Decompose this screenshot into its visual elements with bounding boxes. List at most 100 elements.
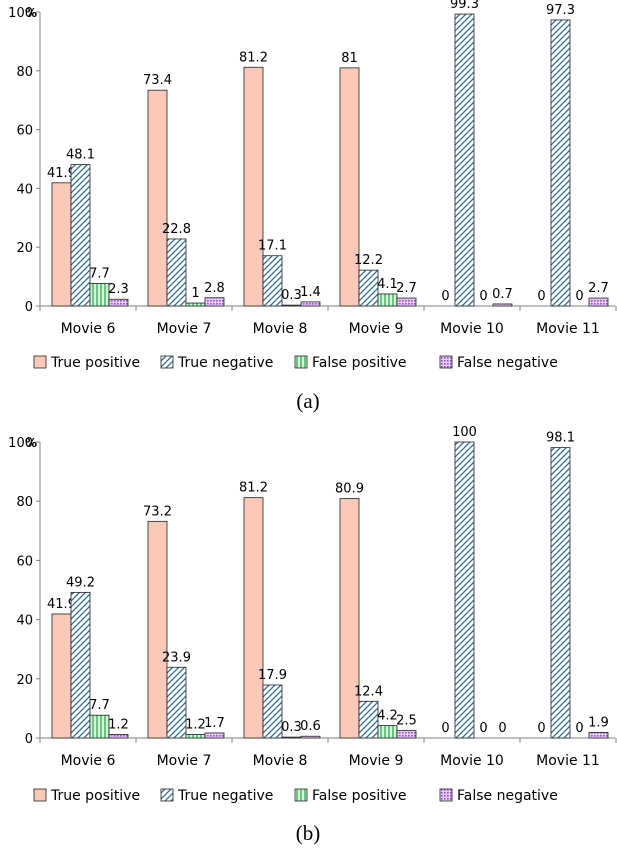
data-label-true-positive: 81.2 xyxy=(239,481,268,496)
y-unit-label: % xyxy=(25,6,37,20)
bar-true-negative xyxy=(454,441,475,739)
data-label-true-negative: 12.4 xyxy=(354,684,383,699)
category-label: Movie 8 xyxy=(253,753,308,769)
panel-caption: (b) xyxy=(296,821,321,845)
y-tick-label: 20 xyxy=(16,241,33,256)
data-label-false-negative: 0 xyxy=(498,721,506,736)
bar-true-positive xyxy=(147,89,168,307)
bar-false-positive xyxy=(281,736,302,739)
bar-true-negative xyxy=(70,591,91,739)
data-label-false-negative: 2.3 xyxy=(108,282,129,297)
legend-swatch xyxy=(294,788,308,802)
category-label: Movie 10 xyxy=(440,321,504,337)
bar-true-positive xyxy=(51,182,72,307)
data-label-false-negative: 2.8 xyxy=(204,281,225,296)
category-label: Movie 10 xyxy=(440,753,504,769)
category-label: Movie 9 xyxy=(349,321,404,337)
bar-true-negative xyxy=(454,13,475,307)
legend-swatch xyxy=(160,788,174,802)
chart-panel-b: 0 20 40 60 80 100% Movie 6 41.9 49.2 7.7 1.2 Movie … xyxy=(8,425,617,845)
category-label: Movie 6 xyxy=(61,753,116,769)
data-label-true-negative: 17.9 xyxy=(258,668,287,683)
data-label-false-positive: 1.2 xyxy=(185,717,206,732)
bar-false-negative xyxy=(108,298,129,307)
data-label-true-negative: 99.3 xyxy=(450,0,479,12)
data-label-false-negative: 1.2 xyxy=(108,717,129,732)
bar-false-positive xyxy=(89,714,110,739)
legend-swatch xyxy=(439,355,453,369)
bar-true-negative xyxy=(550,19,571,307)
y-tick-label: 80 xyxy=(16,495,33,510)
legend-swatch xyxy=(439,788,453,802)
legend-item-false-negative: False negative xyxy=(439,355,558,371)
legend-item-false-positive: False positive xyxy=(294,355,407,371)
data-label-false-positive: 4.1 xyxy=(377,277,398,292)
bar-true-negative xyxy=(262,255,283,307)
legend-item-true-positive: True positive xyxy=(33,788,140,804)
bar-false-positive xyxy=(281,304,302,307)
data-label-false-negative: 2.7 xyxy=(588,281,609,296)
y-tick-label: 100 xyxy=(8,436,33,451)
legend-label: True positive xyxy=(50,788,140,804)
category-label: Movie 11 xyxy=(536,753,600,769)
data-label-true-negative: 97.3 xyxy=(546,3,575,18)
data-label-false-positive: 0 xyxy=(479,289,487,304)
legend-item-true-positive: True positive xyxy=(33,355,140,371)
category-label: Movie 7 xyxy=(157,321,212,337)
panel-caption: (a) xyxy=(296,389,319,413)
legend-swatch xyxy=(33,788,47,802)
y-tick-label: 40 xyxy=(16,182,33,197)
data-label-false-positive: 1 xyxy=(191,286,199,301)
data-label-false-positive: 0.3 xyxy=(281,720,302,735)
category-label: Movie 8 xyxy=(253,321,308,337)
bar-false-negative xyxy=(588,731,609,739)
y-tick-label: 80 xyxy=(16,65,33,80)
legend-label: False negative xyxy=(457,788,558,804)
y-unit-label: % xyxy=(25,436,37,450)
bar-false-negative xyxy=(588,297,609,307)
data-label-false-positive: 7.7 xyxy=(89,266,110,281)
data-label-true-positive: 41.9 xyxy=(47,597,76,612)
data-label-false-positive: 0.3 xyxy=(281,288,302,303)
y-tick-label: 60 xyxy=(16,124,33,139)
bar-false-negative xyxy=(204,297,225,307)
legend-label: True negative xyxy=(177,788,273,804)
legend-item-true-negative: True negative xyxy=(160,355,273,371)
category-label: Movie 11 xyxy=(536,321,600,337)
legend-label: False positive xyxy=(312,788,407,804)
bar-true-positive xyxy=(147,520,168,739)
bar-true-negative xyxy=(166,666,187,739)
category-label: Movie 9 xyxy=(349,753,404,769)
data-label-false-positive: 4.2 xyxy=(377,709,398,724)
data-label-false-positive: 0 xyxy=(479,721,487,736)
bar-false-negative xyxy=(108,734,129,739)
bar-false-negative xyxy=(300,301,321,307)
bar-false-negative xyxy=(492,303,513,307)
data-label-false-negative: 0.7 xyxy=(492,287,513,302)
data-label-true-negative: 98.1 xyxy=(546,431,575,446)
data-label-true-positive: 73.2 xyxy=(143,504,172,519)
bar-true-negative xyxy=(358,269,379,307)
bar-false-negative xyxy=(396,730,417,739)
bar-true-negative xyxy=(262,684,283,739)
data-label-false-negative: 0.6 xyxy=(300,719,321,734)
data-label-true-negative: 49.2 xyxy=(66,575,95,590)
bar-false-negative xyxy=(300,735,321,739)
legend-label: True positive xyxy=(50,355,140,371)
bar-false-positive xyxy=(377,293,398,307)
legend-swatch xyxy=(294,355,308,369)
data-label-true-positive: 81 xyxy=(341,51,358,66)
category-label: Movie 7 xyxy=(157,753,212,769)
data-label-false-positive: 7.7 xyxy=(89,698,110,713)
data-label-false-negative: 1.9 xyxy=(588,715,609,730)
bar-true-negative xyxy=(358,700,379,739)
data-label-true-negative: 17.1 xyxy=(258,239,287,254)
data-label-true-positive: 0 xyxy=(441,289,449,304)
legend-label: True negative xyxy=(177,355,273,371)
bar-false-positive xyxy=(185,734,206,739)
data-label-true-negative: 22.8 xyxy=(162,222,191,237)
legend-swatch xyxy=(33,355,47,369)
legend-item-true-negative: True negative xyxy=(160,788,273,804)
data-label-true-negative: 48.1 xyxy=(66,148,95,163)
